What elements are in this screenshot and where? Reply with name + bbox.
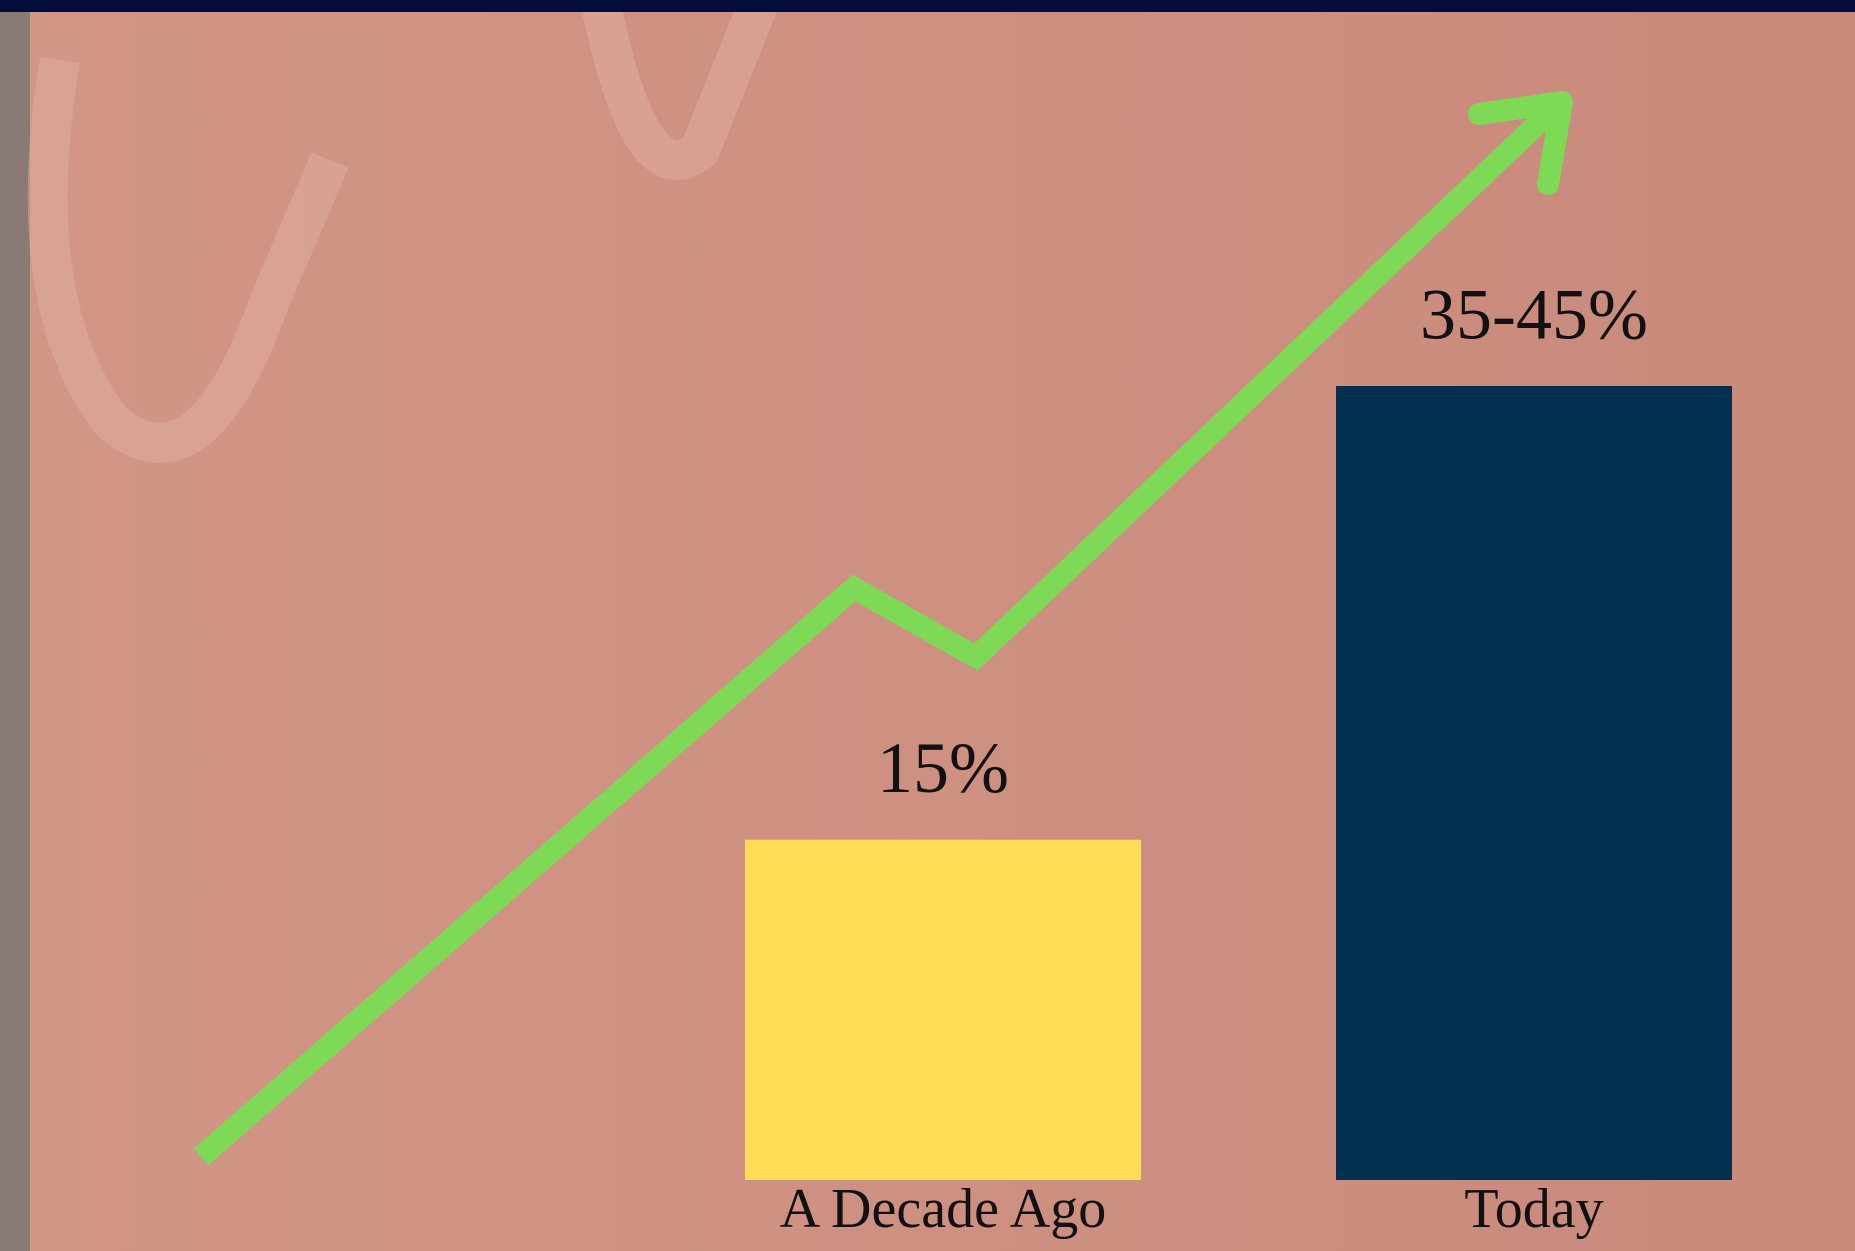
left-strip (0, 0, 30, 1251)
x-tick-label: Today (1464, 1178, 1603, 1240)
chart: 15% A Decade Ago 35-45% Today (0, 0, 1855, 1251)
page: {"chart_data": {"type": "bar", "categori… (0, 0, 1855, 1251)
bar (1336, 386, 1732, 1180)
top-bar (0, 0, 1855, 12)
x-tick-label: A Decade Ago (780, 1178, 1107, 1240)
value-label: 15% (877, 728, 1009, 808)
bar (745, 840, 1141, 1180)
value-label: 35-45% (1420, 275, 1648, 355)
